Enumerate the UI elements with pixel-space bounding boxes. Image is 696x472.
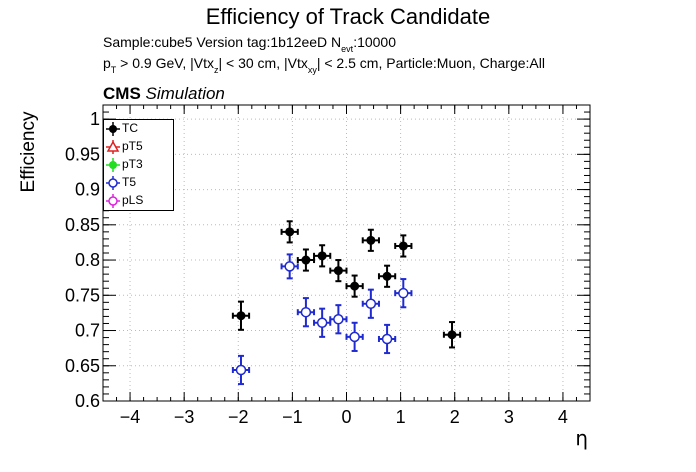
marker bbox=[300, 306, 312, 318]
marker bbox=[366, 235, 376, 245]
cuts-xy-sub: xy bbox=[307, 65, 317, 75]
x-tick-label: 4 bbox=[558, 407, 568, 427]
y-axis-label: Efficiency bbox=[18, 111, 39, 192]
marker bbox=[317, 251, 327, 261]
y-tick-label: 0.7 bbox=[75, 321, 100, 341]
series-t5 bbox=[231, 253, 413, 386]
cms-label: CMS Simulation bbox=[103, 84, 225, 104]
marker bbox=[333, 266, 343, 276]
series-tc bbox=[231, 220, 462, 349]
legend-label-pt5: pT5 bbox=[122, 139, 143, 153]
y-tick-label: 0.95 bbox=[65, 144, 100, 164]
grid bbox=[103, 105, 590, 402]
marker bbox=[284, 261, 295, 272]
data-point-tc bbox=[377, 264, 397, 288]
legend-label-t5: T5 bbox=[122, 175, 137, 189]
y-tick-label: 0.9 bbox=[75, 180, 100, 200]
legend-label-pt3: pT3 bbox=[122, 157, 143, 171]
y-tick-label: 1 bbox=[90, 109, 100, 129]
cuts-part2: | < 30 cm, |Vtx bbox=[218, 55, 308, 71]
data-point-tc bbox=[329, 259, 348, 283]
sample-info-text: Sample:cube5 Version tag:1b12eeD N bbox=[103, 34, 342, 50]
data-point-tc bbox=[296, 248, 316, 272]
legend-marker-pls bbox=[106, 194, 120, 208]
x-axis-label: η bbox=[575, 426, 588, 450]
data-point-t5 bbox=[345, 321, 364, 352]
marker bbox=[235, 364, 247, 376]
x-tick-label: 0 bbox=[341, 407, 351, 427]
x-tick-label: 3 bbox=[504, 407, 514, 427]
legend-item-pt5: pT5 bbox=[104, 138, 175, 156]
x-tick-label: −4 bbox=[120, 407, 141, 427]
data-point-t5 bbox=[280, 253, 299, 280]
y-tick-label: 0.8 bbox=[75, 250, 100, 270]
data-point-t5 bbox=[394, 278, 413, 309]
legend-marker-tc bbox=[106, 122, 120, 136]
x-tick-label: 1 bbox=[396, 407, 406, 427]
sample-info-count: :10000 bbox=[353, 34, 397, 50]
y-tick-label: 0.75 bbox=[65, 285, 100, 305]
data-point-tc bbox=[345, 274, 364, 298]
data-point-t5 bbox=[329, 304, 348, 335]
legend-marker-pt5 bbox=[106, 140, 120, 154]
legend-item-t5: T5 bbox=[104, 174, 175, 192]
sample-info: Sample:cube5 Version tag:1b12eeD Nevt:10… bbox=[103, 34, 397, 54]
data-point-tc bbox=[313, 244, 332, 268]
cuts-z-sub: z bbox=[213, 65, 219, 75]
y-tick-label: 0.85 bbox=[65, 215, 100, 235]
x-tick-label: 2 bbox=[450, 407, 460, 427]
x-tick-label: −2 bbox=[228, 407, 249, 427]
legend-item-tc: TC bbox=[104, 120, 175, 138]
data-series bbox=[231, 220, 462, 386]
sample-info-sub: evt bbox=[341, 44, 354, 54]
marker bbox=[398, 241, 408, 251]
marker bbox=[236, 311, 246, 321]
data-point-tc bbox=[442, 321, 462, 349]
marker bbox=[398, 287, 409, 299]
marker bbox=[365, 298, 377, 309]
marker bbox=[350, 281, 360, 291]
legend-item-pt3: pT3 bbox=[104, 156, 175, 174]
data-point-t5 bbox=[361, 288, 380, 319]
y-tick-label: 0.6 bbox=[75, 391, 100, 411]
cuts-p: p bbox=[103, 55, 111, 71]
data-point-tc bbox=[231, 300, 251, 331]
data-point-t5 bbox=[231, 354, 251, 386]
data-point-t5 bbox=[296, 297, 316, 328]
axis-tick-labels: −4 −3 −2 −1 0 1 2 3 4 0.6 0.65 0.7 0.75 0.8 0.85 0.9 0.9… bbox=[65, 109, 568, 427]
legend-label-pls: pLS bbox=[122, 193, 144, 207]
marker bbox=[381, 333, 393, 345]
y-tick-label: 0.65 bbox=[65, 356, 100, 376]
marker bbox=[301, 255, 311, 265]
marker bbox=[285, 227, 295, 237]
legend-marker-t5 bbox=[106, 176, 120, 190]
data-point-tc bbox=[394, 234, 413, 258]
legend-label-tc: TC bbox=[122, 121, 138, 135]
cuts-part3: | < 2.5 cm, Particle:Muon, Charge:All bbox=[316, 55, 545, 71]
legend-item-pls: pLS bbox=[104, 192, 175, 210]
data-point-t5 bbox=[313, 307, 332, 338]
simulation-text: Simulation bbox=[145, 84, 225, 103]
cuts-info: pT > 0.9 GeV, |Vtxz| < 30 cm, |Vtxxy| < … bbox=[103, 55, 545, 75]
cuts-part1: > 0.9 GeV, |Vtx bbox=[116, 55, 214, 71]
marker bbox=[349, 331, 360, 343]
marker bbox=[316, 317, 328, 329]
marker bbox=[333, 313, 344, 325]
chart-title: Efficiency of Track Candidate bbox=[205, 4, 491, 29]
x-tick-label: −3 bbox=[174, 407, 195, 427]
cms-text: CMS bbox=[103, 84, 141, 103]
cuts-p-sub: T bbox=[110, 65, 117, 75]
data-point-tc bbox=[361, 228, 380, 252]
legend: TC pT5 pT3 T5 pLS bbox=[103, 119, 174, 211]
data-point-tc bbox=[280, 220, 299, 244]
data-point-t5 bbox=[377, 323, 397, 355]
marker bbox=[382, 271, 392, 281]
x-tick-label: −1 bbox=[282, 407, 303, 427]
legend-marker-pt3 bbox=[106, 158, 120, 172]
marker bbox=[447, 330, 457, 340]
